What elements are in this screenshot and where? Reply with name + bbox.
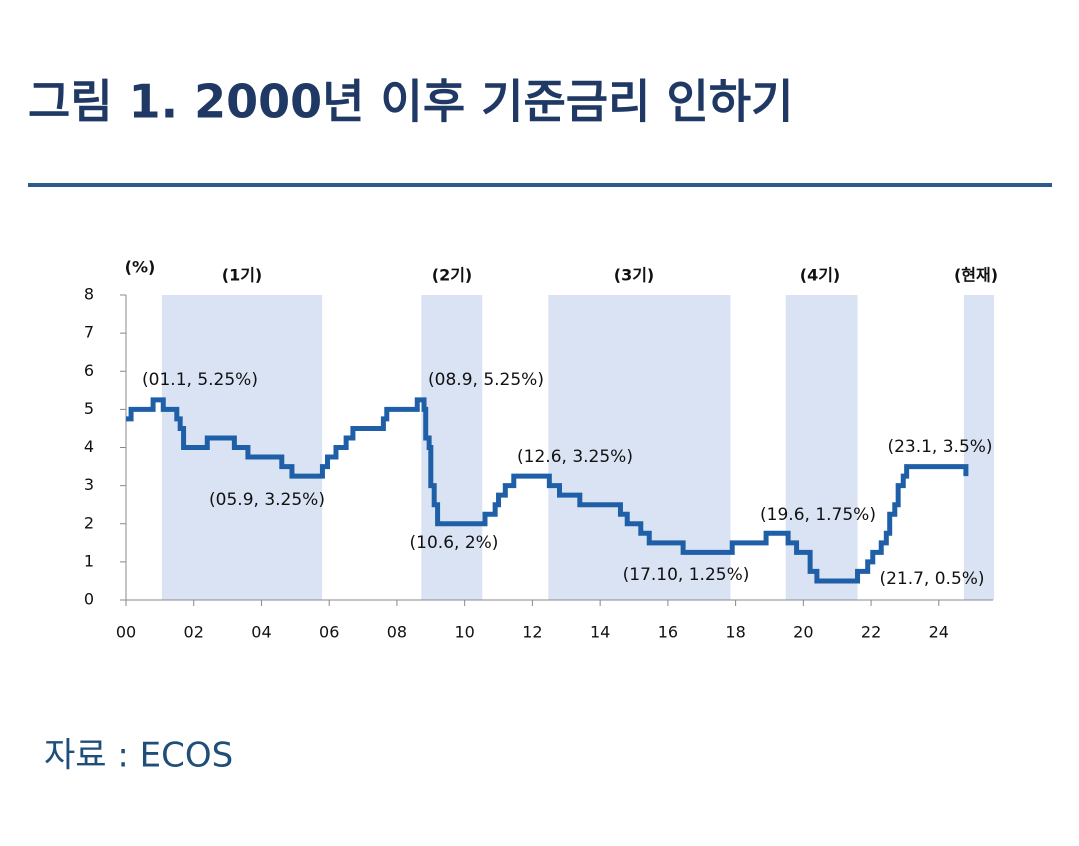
annotation: (10.6, 2%) (410, 533, 499, 553)
period-band (963, 295, 995, 600)
annotation: (08.9, 5.25%) (428, 370, 544, 390)
y-tick-label: 4 (84, 437, 94, 456)
period-label: (2기) (432, 266, 472, 285)
x-tick-label: 10 (454, 623, 474, 642)
period-label: (4기) (800, 266, 840, 285)
x-tick-label: 06 (319, 623, 339, 642)
annotation: (05.9, 3.25%) (209, 490, 325, 510)
x-tick-label: 04 (251, 623, 271, 642)
y-unit: (%) (125, 258, 156, 277)
x-tick-label: 22 (861, 623, 881, 642)
annotation: (23.1, 3.5%) (887, 437, 992, 457)
figure-title: 그림 1. 2000년 이후 기준금리 인하기 (28, 75, 793, 129)
y-tick-label: 1 (84, 551, 94, 570)
period-band (548, 295, 731, 600)
x-tick-label: 18 (725, 623, 745, 642)
x-tick-label: 16 (658, 623, 678, 642)
y-tick-label: 7 (84, 323, 94, 342)
annotation: (21.7, 0.5%) (879, 569, 984, 589)
annotation: (17.10, 1.25%) (623, 565, 750, 585)
y-tick-label: 2 (84, 513, 94, 532)
x-tick-label: 08 (387, 623, 407, 642)
x-tick-label: 20 (793, 623, 813, 642)
source: 자료 : ECOS (44, 736, 233, 776)
y-tick-label: 3 (84, 475, 94, 494)
y-tick-label: 6 (84, 361, 94, 380)
period-label: (1기) (222, 266, 262, 285)
x-tick-label: 12 (522, 623, 542, 642)
period-label: (3기) (614, 266, 654, 285)
x-tick-label: 00 (116, 623, 136, 642)
y-tick-label: 8 (84, 285, 94, 304)
x-tick-label: 14 (590, 623, 610, 642)
period-label: (현재) (954, 266, 998, 285)
annotation: (12.6, 3.25%) (517, 447, 633, 467)
x-tick-label: 02 (184, 623, 204, 642)
annotation: (19.6, 1.75%) (760, 505, 876, 525)
rate-line (126, 397, 969, 584)
y-tick-label: 0 (84, 590, 94, 609)
annotation: (01.1, 5.25%) (142, 370, 258, 390)
y-tick-label: 5 (84, 399, 94, 418)
x-tick-label: 24 (929, 623, 949, 642)
